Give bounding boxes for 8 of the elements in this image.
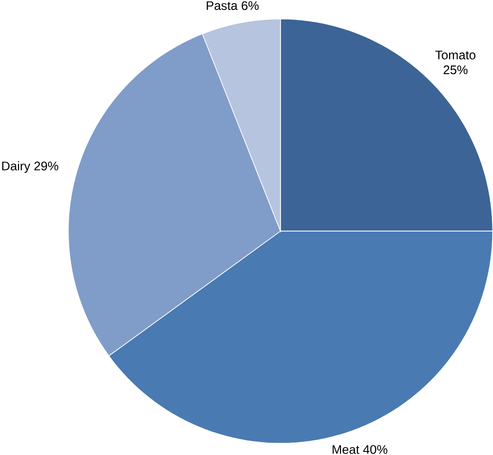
data-label: 6% xyxy=(242,1,259,10)
data-label: 25% xyxy=(444,65,468,74)
slice-label: Pasta xyxy=(206,1,238,10)
data-label: 29% xyxy=(34,162,58,170)
slice-label: Tomato xyxy=(435,50,476,60)
slice-label: Dairy xyxy=(2,161,30,173)
slice-label: Meat xyxy=(332,445,360,454)
data-label: 40% xyxy=(363,445,388,454)
